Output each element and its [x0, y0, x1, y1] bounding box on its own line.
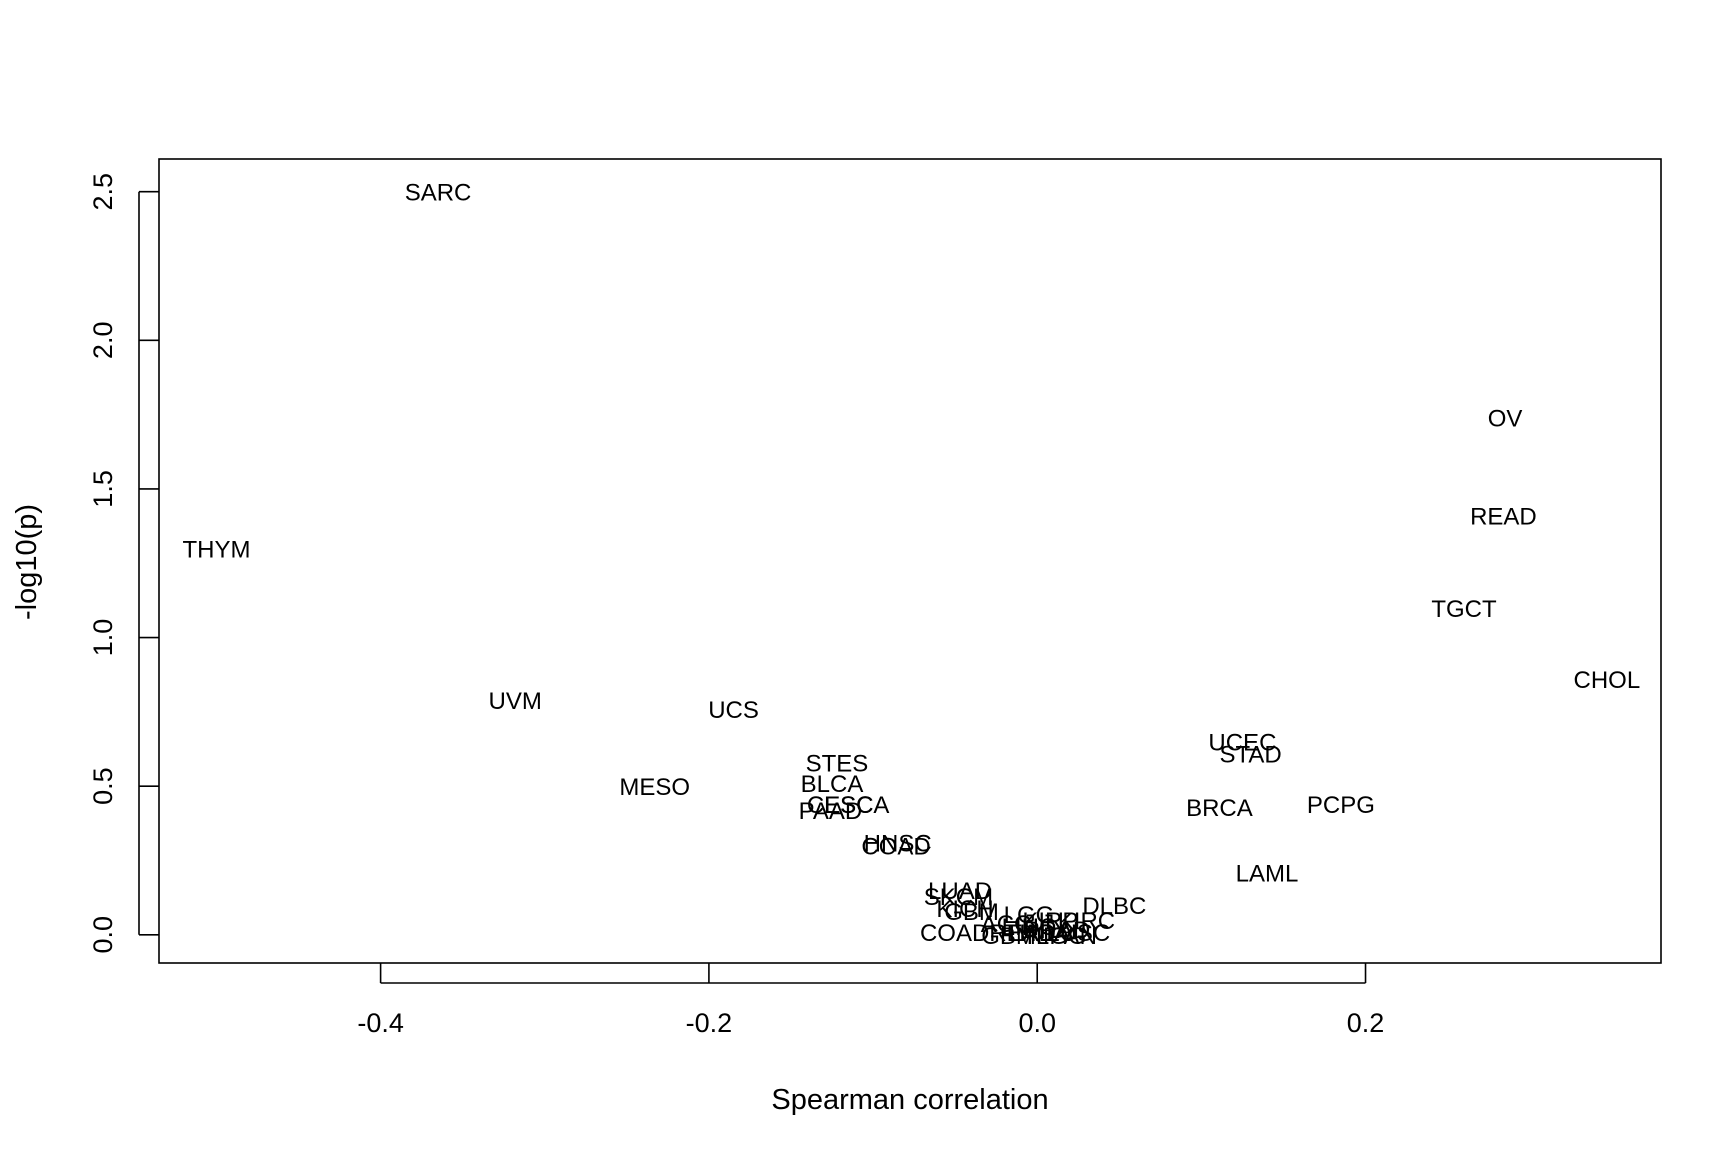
y-tick-label: 1.5: [88, 470, 118, 508]
point-label: ESCA: [824, 792, 889, 819]
data-points: SARC THYM OV READ TGCT CHOL UVM UCS MESO STESBLCA…: [182, 180, 1640, 950]
y-tick-label: 0.5: [88, 767, 118, 805]
y-tick-label: 2.0: [88, 322, 118, 360]
point-label: UVM: [489, 688, 542, 715]
plot-frame: [158, 158, 1662, 964]
point-label: BRCA: [1186, 795, 1253, 822]
point-label: UCS: [708, 697, 759, 724]
y-tick-label: 0.0: [88, 916, 118, 954]
point-label: LGG: [1004, 902, 1055, 929]
point-label: CHOL: [1573, 667, 1640, 694]
point-label: UCEC: [1208, 730, 1276, 757]
point-label: PAAD: [799, 798, 863, 825]
point-label: PRAD: [1024, 917, 1091, 944]
y-tick-label: 1.0: [88, 619, 118, 657]
point-label: READ: [1470, 504, 1537, 531]
point-label: GBMLGG: [981, 923, 1086, 950]
y-tick-label: 2.5: [88, 173, 118, 211]
point-label: OV: [1488, 406, 1523, 433]
point-label: KIRC: [1058, 908, 1115, 935]
point-label: HNSC: [864, 831, 932, 858]
x-axis-title: Spearman correlation: [771, 1084, 1048, 1116]
point-label: KICH: [936, 896, 993, 923]
x-tick-label: 0.2: [1347, 1008, 1385, 1038]
point-label: KIRP: [1022, 908, 1078, 935]
y-axis-title: -log10(p): [11, 504, 43, 620]
x-tick-label: -0.4: [357, 1008, 404, 1038]
point-label: THYM: [182, 536, 250, 563]
point-label: LUSC: [1046, 920, 1110, 947]
y-axis: 0.0 0.5 1.0 1.5 2.0 2.5: [88, 173, 159, 954]
x-axis: -0.4 -0.2 0.0 0.2: [357, 963, 1384, 1038]
point-label: STES: [806, 750, 869, 777]
point-label: BLCA: [801, 771, 864, 798]
point-label: LUAD: [928, 878, 992, 905]
x-tick-label: -0.2: [686, 1008, 733, 1038]
point-label: COADREAD: [920, 920, 1056, 947]
point-label: SKCM: [924, 884, 993, 911]
point-label: SARC: [405, 180, 472, 207]
point-label: GBM: [944, 899, 999, 926]
point-label: KIPAN: [1027, 923, 1097, 950]
point-label: ACC: [981, 911, 1032, 938]
point-label: STAD: [1220, 741, 1282, 768]
point-label: PCPG: [1307, 792, 1375, 819]
point-label: MESO: [619, 774, 690, 801]
point-label: THCA: [1005, 920, 1070, 947]
point-label: COAD: [861, 834, 930, 861]
point-label: TGCT: [1431, 596, 1497, 623]
point-label: LAML: [1236, 860, 1299, 887]
point-label: DLBC: [1082, 893, 1146, 920]
point-label: LIHC: [1002, 914, 1057, 941]
x-tick-label: 0.0: [1018, 1008, 1056, 1038]
point-label: CESC: [807, 792, 874, 819]
